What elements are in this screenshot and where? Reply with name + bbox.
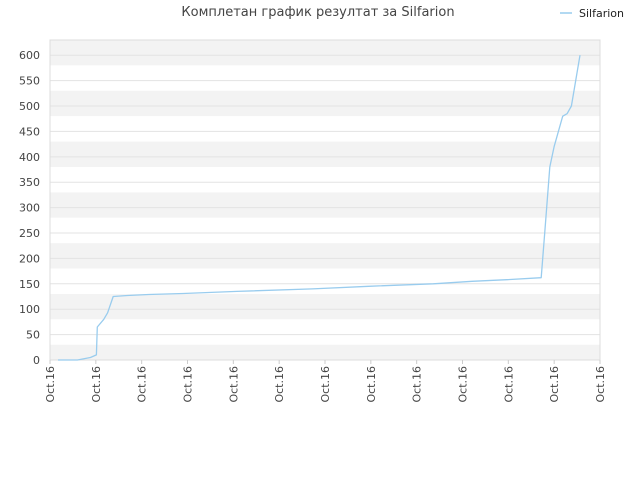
gridlines bbox=[49, 39, 601, 361]
y-tick-label: 50 bbox=[26, 329, 40, 342]
band bbox=[50, 268, 600, 294]
band bbox=[50, 90, 600, 117]
band bbox=[50, 344, 600, 360]
band bbox=[50, 319, 600, 345]
chart-title: Комплетан график резултат за Silfarion bbox=[181, 5, 454, 20]
background-bands bbox=[50, 40, 600, 360]
y-tick-label: 450 bbox=[19, 125, 40, 138]
y-tick-label: 200 bbox=[19, 252, 40, 265]
y-tick-label: 500 bbox=[19, 100, 40, 113]
y-tick-label: 600 bbox=[19, 49, 40, 62]
band bbox=[50, 293, 600, 320]
x-tick-label: Oct.16 bbox=[90, 366, 103, 403]
y-tick-label: 550 bbox=[19, 75, 40, 88]
x-tick-label: Oct.16 bbox=[319, 366, 332, 403]
x-tick-label: Oct.16 bbox=[365, 366, 378, 403]
x-tick-label: Oct.16 bbox=[502, 366, 515, 403]
legend: Silfarion bbox=[560, 7, 624, 20]
legend-label-silfarion: Silfarion bbox=[579, 7, 624, 20]
y-tick-label: 300 bbox=[19, 202, 40, 215]
series-line-silfarion bbox=[58, 55, 581, 361]
band bbox=[50, 192, 600, 218]
band bbox=[50, 65, 600, 91]
x-tick-label: Oct.16 bbox=[594, 366, 607, 403]
x-tick-label: Oct.16 bbox=[457, 366, 470, 403]
x-tick-label: Oct.16 bbox=[273, 366, 286, 403]
y-tick-label: 100 bbox=[19, 303, 40, 316]
y-tick-labels: 0 50 100 150 200 250 300 350 400 450 500 550 600 bbox=[19, 49, 40, 367]
x-tick-label: Oct.16 bbox=[227, 366, 240, 403]
x-tick-label: Oct.16 bbox=[548, 366, 561, 403]
series-lines bbox=[58, 55, 581, 361]
x-tick-label: Oct.16 bbox=[44, 366, 57, 403]
y-tick-label: 150 bbox=[19, 278, 40, 291]
band bbox=[50, 40, 600, 66]
band bbox=[50, 166, 600, 193]
band bbox=[50, 116, 600, 142]
x-tick-labels: Oct.16 Oct.16 Oct.16 Oct.16 Oct.16 Oct.16 Oct.… bbox=[44, 360, 607, 403]
x-tick-label: Oct.16 bbox=[136, 366, 149, 403]
x-tick-label: Oct.16 bbox=[182, 366, 195, 403]
y-tick-label: 250 bbox=[19, 227, 40, 240]
band bbox=[50, 243, 600, 269]
x-tick-label: Oct.16 bbox=[411, 366, 424, 403]
y-tick-label: 400 bbox=[19, 151, 40, 164]
y-tick-label: 0 bbox=[33, 354, 40, 367]
band bbox=[50, 217, 600, 244]
band bbox=[50, 141, 600, 167]
y-tick-label: 350 bbox=[19, 176, 40, 189]
